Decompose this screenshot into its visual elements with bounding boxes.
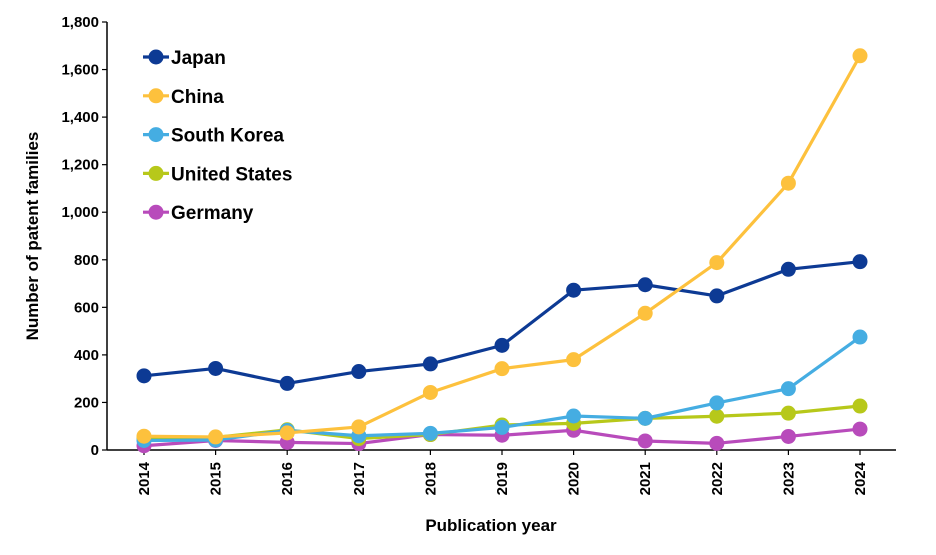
legend-item: Germany [143, 203, 254, 224]
legend: Japan China South Korea United States German… [143, 48, 292, 224]
data-point [422, 384, 438, 400]
data-point [422, 425, 438, 441]
series-line [143, 54, 862, 439]
x-tick-label: 2021 [637, 462, 654, 495]
legend-marker [148, 204, 164, 220]
data-point [136, 368, 152, 384]
x-tick-label: 2018 [422, 462, 439, 495]
data-point [566, 352, 582, 368]
data-point [780, 428, 796, 444]
legend-label: Germany [171, 203, 254, 224]
legend-label: China [171, 87, 224, 108]
data-point [852, 329, 868, 345]
data-point [780, 175, 796, 191]
data-point [709, 435, 725, 451]
data-point [852, 48, 868, 64]
data-point [852, 398, 868, 414]
x-tick-label: 2022 [709, 462, 726, 495]
legend-label: South Korea [171, 126, 284, 147]
y-tick-label: 400 [74, 347, 99, 364]
data-point [780, 381, 796, 397]
data-point [494, 361, 510, 377]
y-tick-label: 1,400 [61, 109, 99, 126]
data-point [780, 405, 796, 421]
data-point [208, 429, 224, 445]
y-tick-label: 200 [74, 394, 99, 411]
data-point [279, 375, 295, 391]
y-tick-label: 600 [74, 299, 99, 316]
y-tick-label: 1,000 [61, 204, 99, 221]
data-point [780, 261, 796, 277]
y-tick-label: 1,600 [61, 62, 99, 79]
legend-item: Japan [143, 48, 226, 69]
data-point [709, 255, 725, 271]
series-japan [136, 254, 868, 391]
legend-marker [148, 49, 164, 65]
data-point [637, 410, 653, 426]
axes: 0 200 400 600 800 1,000 1,200 1,400 1,600 1,800 20… [61, 14, 896, 495]
data-point [709, 288, 725, 304]
data-point [637, 277, 653, 293]
legend-item: China [143, 87, 224, 108]
y-tick-label: 1,800 [61, 14, 99, 31]
data-point [279, 425, 295, 441]
legend-item: United States [143, 164, 292, 185]
y-axis-title: Number of patent families [23, 132, 42, 341]
data-point [852, 421, 868, 437]
data-point [637, 305, 653, 321]
legend-label: United States [171, 164, 292, 185]
y-tick-label: 800 [74, 252, 99, 269]
x-tick-label: 2023 [780, 462, 797, 495]
legend-item: South Korea [143, 126, 284, 147]
data-point [566, 408, 582, 424]
x-tick-label: 2014 [136, 461, 153, 495]
data-point [709, 395, 725, 411]
data-point [208, 360, 224, 376]
data-point [422, 356, 438, 372]
data-point [494, 337, 510, 353]
series-layer [136, 48, 868, 454]
data-point [494, 419, 510, 435]
data-point [637, 433, 653, 449]
legend-marker [148, 127, 164, 143]
data-point [136, 428, 152, 444]
series-china [136, 48, 868, 445]
legend-label: Japan [171, 48, 226, 69]
data-point [852, 254, 868, 270]
data-point [351, 419, 367, 435]
data-point [566, 282, 582, 298]
x-tick-label: 2019 [494, 462, 511, 495]
legend-marker [148, 88, 164, 104]
data-point [709, 408, 725, 424]
data-point [351, 364, 367, 380]
legend-marker [148, 165, 164, 181]
y-tick-label: 0 [91, 442, 99, 459]
x-tick-label: 2020 [566, 462, 583, 495]
x-tick-label: 2015 [208, 462, 225, 495]
x-tick-label: 2024 [852, 461, 869, 495]
y-tick-label: 1,200 [61, 157, 99, 174]
x-tick-label: 2016 [279, 462, 296, 495]
x-axis-title: Publication year [425, 516, 557, 535]
x-tick-label: 2017 [351, 462, 368, 495]
